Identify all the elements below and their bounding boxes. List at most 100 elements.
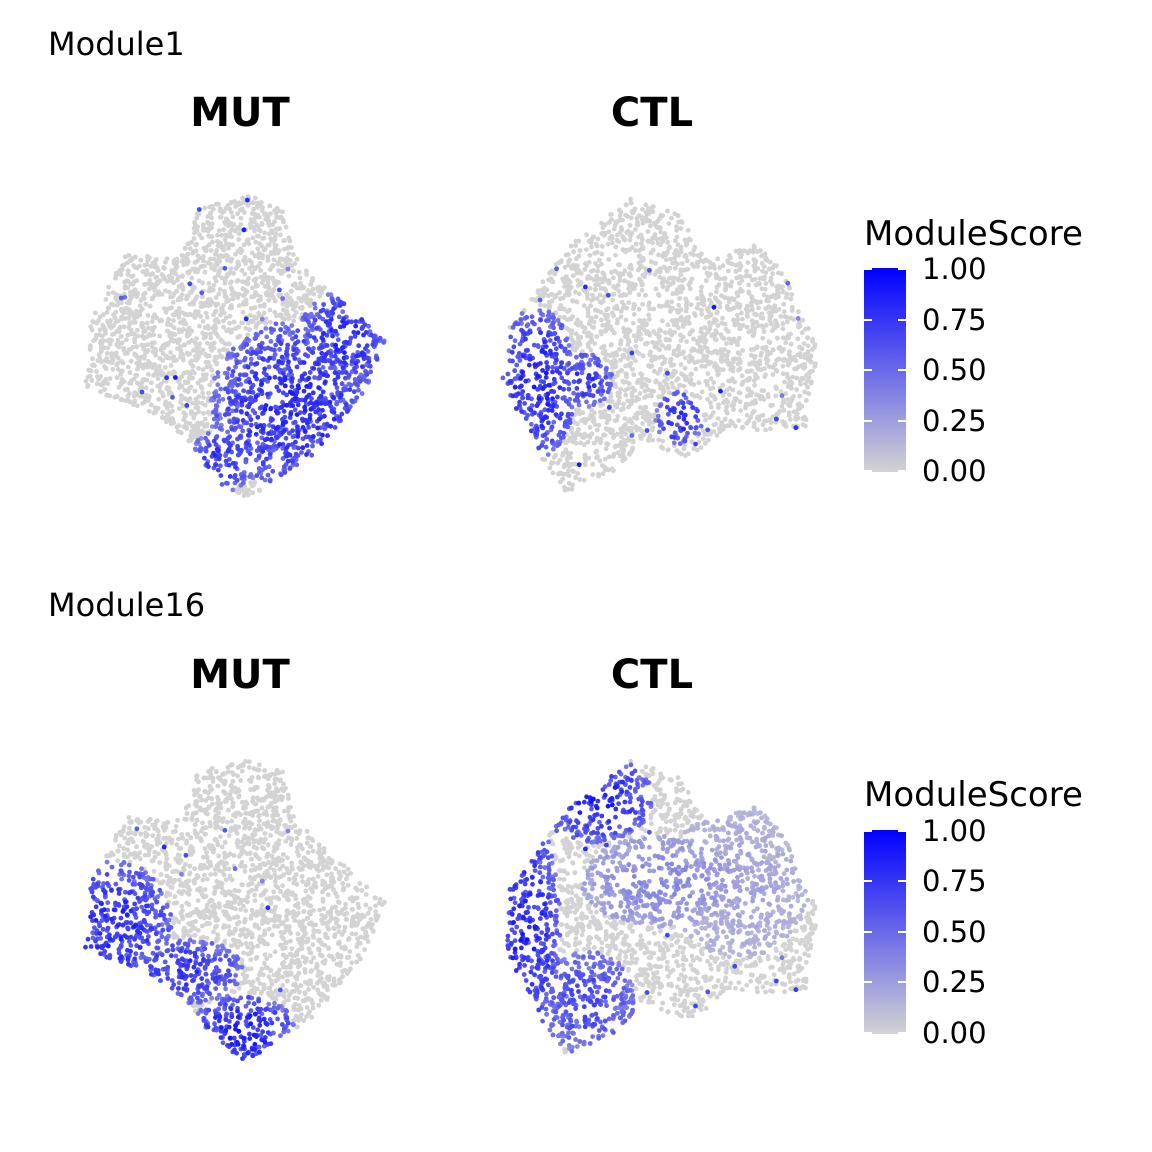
- cell-point: [206, 464, 211, 469]
- cell-point: [264, 436, 270, 442]
- cell-point: [195, 438, 201, 444]
- cell-point: [237, 372, 243, 378]
- cell-point: [288, 288, 294, 294]
- cell-point: [589, 244, 594, 250]
- cell-point: [793, 358, 799, 364]
- cell-point: [722, 389, 728, 395]
- cell-point: [581, 416, 587, 422]
- cell-point: [276, 259, 282, 265]
- cell-point: [235, 446, 241, 452]
- cell-point: [229, 223, 235, 228]
- cell-point: [331, 395, 336, 400]
- cell-point: [190, 400, 196, 406]
- cell-point: [643, 202, 649, 208]
- cell-point: [229, 373, 235, 378]
- cell-point: [102, 387, 108, 392]
- cell-point: [194, 215, 200, 221]
- cell-point: [675, 213, 681, 219]
- cell-point: [195, 400, 201, 405]
- cell-point: [646, 312, 651, 318]
- cell-point: [756, 281, 762, 287]
- cell-point: [603, 465, 608, 471]
- cell-point: [729, 339, 735, 344]
- cell-point: [359, 317, 365, 322]
- cell-point: [361, 332, 366, 338]
- cell-point: [650, 425, 656, 430]
- cell-point: [795, 309, 801, 315]
- cell-point: [799, 403, 805, 409]
- cell-point: [162, 365, 168, 370]
- cell-point: [665, 385, 671, 391]
- cell-point: [144, 320, 150, 326]
- panel-title-ctl: CTL: [611, 90, 693, 136]
- cell-point: [323, 351, 329, 357]
- cell-point: [127, 399, 133, 405]
- cell-point: [781, 301, 787, 307]
- cell-point: [797, 393, 803, 399]
- cell-point: [675, 325, 681, 330]
- cell-point: [229, 199, 234, 205]
- cell-point: [529, 421, 534, 427]
- cell-point: [127, 380, 132, 386]
- cell-point: [676, 302, 682, 308]
- cell-point: [671, 348, 677, 354]
- cell-point: [304, 271, 309, 277]
- cell-point: [265, 242, 271, 248]
- cell-point: [135, 366, 140, 372]
- cell-point: [212, 394, 218, 400]
- cell-point: [236, 237, 242, 242]
- cell-point: [322, 413, 327, 419]
- cell-point: [125, 272, 131, 277]
- cell-point: [353, 323, 359, 329]
- cell-point: [587, 435, 593, 440]
- cell-point: [595, 454, 600, 459]
- cell-point: [115, 337, 121, 343]
- cell-point: [629, 447, 635, 453]
- cell-point: [321, 372, 327, 377]
- cell-point: [225, 389, 231, 395]
- cell-point: [614, 320, 620, 326]
- cell-point: [736, 418, 742, 423]
- cell-point: [125, 268, 131, 274]
- cell-point: [753, 374, 758, 380]
- cell-point: [605, 323, 611, 329]
- cell-point: [323, 319, 329, 325]
- cell-point: [219, 232, 225, 238]
- cell-point: [324, 310, 330, 316]
- cell-point: [667, 244, 672, 250]
- cell-point: [253, 290, 258, 295]
- cell-point: [283, 311, 289, 317]
- cell-point: [587, 318, 593, 324]
- cell-point: [657, 327, 662, 333]
- cell-point: [688, 377, 694, 382]
- cell-point: [656, 303, 662, 309]
- cell-point: [703, 379, 709, 384]
- cell-point: [209, 225, 215, 230]
- cell-point: [214, 317, 220, 322]
- cell-point: [627, 247, 633, 252]
- cell-point: [708, 300, 714, 305]
- cell-point: [182, 342, 187, 348]
- cell-point: [255, 233, 260, 239]
- cell-point: [283, 376, 288, 382]
- cell-point: [557, 470, 563, 476]
- cell-point: [573, 331, 579, 337]
- cell-point: [196, 428, 201, 433]
- cell-point: [262, 407, 268, 412]
- cell-point: [763, 344, 769, 350]
- cell-point: [708, 292, 714, 297]
- cell-point: [168, 322, 174, 328]
- cell-point: [772, 362, 778, 367]
- cell-point: [237, 434, 243, 439]
- cell-point: [304, 443, 310, 448]
- cell-point: [156, 396, 162, 402]
- cell-point: [260, 426, 266, 432]
- cell-point: [627, 361, 632, 367]
- cell-point: [228, 379, 234, 385]
- cell-point: [214, 258, 220, 264]
- cell-point: [160, 357, 166, 363]
- cell-point: [178, 344, 183, 350]
- cell-point: [210, 325, 216, 331]
- cell-point: [213, 295, 219, 300]
- cell-point: [289, 302, 295, 308]
